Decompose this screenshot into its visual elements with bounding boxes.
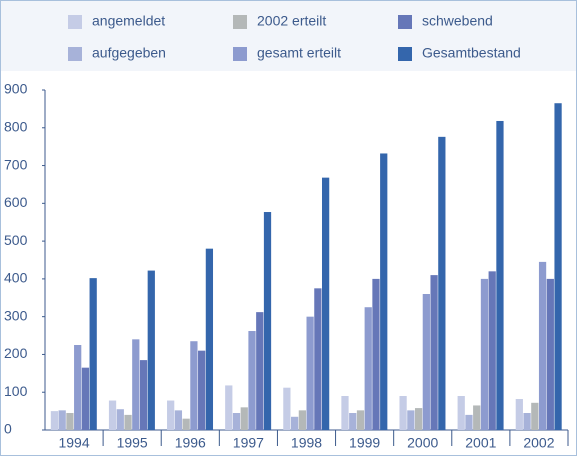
y-tick-label: 900 <box>4 81 28 97</box>
bar <box>515 399 523 430</box>
legend-label: schwebend <box>422 13 493 29</box>
legend-label: gesamt erteilt <box>257 45 341 61</box>
bar <box>240 407 248 430</box>
y-tick-label: 200 <box>4 345 28 361</box>
x-tick-label: 1994 <box>58 435 89 451</box>
bar <box>81 367 90 430</box>
bar <box>174 410 183 430</box>
y-tick-label: 400 <box>4 270 28 286</box>
legend-swatch <box>68 15 82 29</box>
bar <box>139 360 148 430</box>
legend-label: Gesamtbestand <box>422 45 521 61</box>
bar <box>306 316 314 430</box>
legend-swatch <box>398 47 412 61</box>
legend-swatch <box>68 47 82 61</box>
bar <box>283 387 291 430</box>
legend-swatch <box>233 15 247 29</box>
y-tick-label: 700 <box>4 156 28 172</box>
bar <box>232 413 241 430</box>
bar <box>147 270 155 430</box>
x-tick-label: 1998 <box>291 435 322 451</box>
bar <box>124 414 132 430</box>
bar <box>205 248 214 430</box>
bar <box>349 413 357 430</box>
bar <box>66 413 74 430</box>
y-tick-label: 800 <box>4 118 28 134</box>
x-tick-label: 1999 <box>349 435 380 451</box>
bar <box>321 177 330 430</box>
x-tick-label: 2000 <box>407 435 438 451</box>
bar <box>116 409 124 430</box>
x-tick-label: 2001 <box>465 435 496 451</box>
legend-label: 2002 erteilt <box>257 13 326 29</box>
bar <box>457 396 465 430</box>
bar <box>58 410 66 430</box>
bar <box>190 341 198 430</box>
bar <box>465 414 473 430</box>
x-tick-label: 1997 <box>233 435 264 451</box>
bar <box>108 400 117 430</box>
bar <box>198 350 206 430</box>
bar <box>480 278 489 430</box>
bar <box>74 345 82 430</box>
y-tick-label: 0 <box>4 421 12 437</box>
bar <box>422 294 430 430</box>
x-tick-label: 1995 <box>117 435 148 451</box>
bar <box>89 278 97 430</box>
bar <box>356 410 365 430</box>
bar <box>167 400 175 430</box>
bar <box>380 153 388 430</box>
bar <box>256 312 264 430</box>
bar <box>314 288 322 430</box>
bar <box>430 275 438 430</box>
bar <box>291 416 299 430</box>
bar <box>407 410 415 430</box>
bar <box>298 410 306 430</box>
x-tick-label: 2002 <box>523 435 554 451</box>
y-tick-label: 100 <box>4 383 28 399</box>
legend-label: angemeldet <box>92 13 165 29</box>
legend-swatch <box>398 15 412 29</box>
bar <box>488 271 496 430</box>
bar <box>263 212 272 430</box>
bar <box>531 402 539 430</box>
bar <box>248 331 256 430</box>
legend-label: aufgegeben <box>92 45 166 61</box>
bar <box>438 136 446 430</box>
bar <box>538 261 547 430</box>
bar <box>546 278 554 430</box>
bar <box>132 339 140 430</box>
y-tick-label: 600 <box>4 194 28 210</box>
bar <box>414 408 423 430</box>
x-tick-label: 1996 <box>175 435 206 451</box>
bar <box>372 278 380 430</box>
legend-area <box>1 1 576 71</box>
bar <box>364 307 372 430</box>
bar <box>473 405 481 430</box>
y-tick-label: 500 <box>4 232 28 248</box>
bar <box>225 385 233 430</box>
bar <box>50 411 59 430</box>
bar <box>399 396 407 430</box>
legend-swatch <box>233 47 247 61</box>
bar <box>341 396 349 430</box>
bar <box>523 413 531 430</box>
y-tick-label: 300 <box>4 307 28 323</box>
bar <box>554 103 562 430</box>
bar <box>182 418 190 430</box>
bar <box>496 120 504 430</box>
